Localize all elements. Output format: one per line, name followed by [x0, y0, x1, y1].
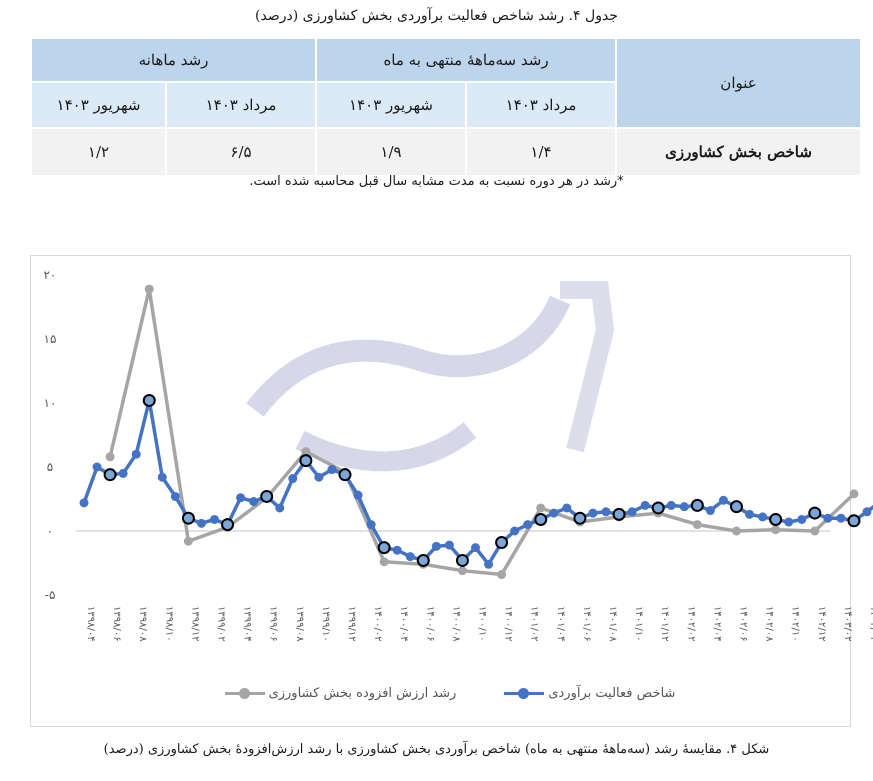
svg-text:۱۴۰۱/۱۰: ۱۴۰۱/۱۰ — [633, 606, 644, 642]
svg-text:۱۴۰۲/۰۴: ۱۴۰۲/۰۴ — [711, 606, 722, 642]
svg-text:۱۴۰۲/۱۰: ۱۴۰۲/۱۰ — [790, 606, 801, 642]
svg-text:۱۳۹۸/۰۶: ۱۳۹۸/۰۶ — [111, 606, 122, 642]
svg-text:۱۳۹۸/۱۰: ۱۳۹۸/۱۰ — [163, 606, 174, 642]
growth-table: عنوان رشد سه‌ماههٔ منتهی به ماه رشد ماها… — [29, 37, 863, 177]
header-group-monthly: رشد ماهانه — [29, 37, 318, 83]
figure-caption: شکل ۴. مقایسهٔ رشد (سه‌ماههٔ منتهی به ما… — [103, 742, 770, 757]
svg-text:۱۴۰۱/۰۸: ۱۴۰۱/۰۸ — [607, 606, 618, 642]
value-cell: ۱/۴ — [465, 127, 618, 177]
svg-text:۱۴۰۳/۰۴: ۱۴۰۳/۰۴ — [868, 606, 873, 642]
series-activity-index — [79, 393, 873, 569]
svg-text:۱۴۰۲/۰۶: ۱۴۰۲/۰۶ — [738, 606, 749, 642]
legend-label: رشد ارزش افزوده بخش کشاورزی — [268, 685, 457, 701]
y-axis: ۲۰ ۱۵ ۱۰ ۵ ۰ -۵ — [44, 268, 57, 602]
series-value-added — [105, 284, 859, 580]
svg-text:۱۴۰۳/۰۲: ۱۴۰۳/۰۲ — [842, 606, 853, 642]
value-cell: ۱/۲ — [29, 127, 168, 177]
watermark-logo — [246, 281, 615, 472]
svg-text:۱۴۰۲/۰۸: ۱۴۰۲/۰۸ — [764, 606, 775, 642]
value-cell: ۱/۹ — [315, 127, 468, 177]
svg-text:۱۴۰۰/۰۸: ۱۴۰۰/۰۸ — [450, 606, 461, 642]
legend-item-activity-index: شاخص فعالیت برآوردی — [504, 681, 675, 705]
svg-text:۵: ۵ — [47, 460, 53, 474]
svg-text:۱۴۰۰/۱۲: ۱۴۰۰/۱۲ — [503, 606, 514, 642]
svg-text:۱۴۰۰/۱۰: ۱۴۰۰/۱۰ — [477, 606, 488, 642]
svg-text:۲۰: ۲۰ — [44, 268, 57, 282]
svg-text:۱۴۰۱/۰۴: ۱۴۰۱/۰۴ — [555, 606, 566, 642]
svg-text:۱۳۹۹/۱۰: ۱۳۹۹/۱۰ — [320, 606, 331, 642]
subheader-cell: شهریور ۱۴۰۳ — [29, 81, 168, 129]
svg-text:۱۵: ۱۵ — [44, 332, 57, 346]
svg-text:۱۳۹۹/۰۸: ۱۳۹۹/۰۸ — [294, 606, 305, 642]
x-axis: ۱۳۹۸/۰۴ ۱۳۹۸/۰۶ ۱۳۹۸/۰۸ ۱۳۹۸/۱۰ ۱۳۹۸/۱۲ ۱۳۹۹/… — [85, 606, 873, 642]
value-cell: ۶/۵ — [165, 127, 318, 177]
svg-text:۰: ۰ — [47, 524, 53, 538]
svg-text:۱۴۰۰/۰۲: ۱۴۰۰/۰۲ — [372, 606, 383, 642]
subheader-cell: شهریور ۱۴۰۳ — [315, 81, 468, 129]
header-group-quarterly: رشد سه‌ماههٔ منتهی به ماه — [315, 37, 618, 83]
svg-text:۱۳۹۸/۰۸: ۱۳۹۸/۰۸ — [137, 606, 148, 642]
svg-text:۱۳۹۸/۱۲: ۱۳۹۸/۱۲ — [189, 606, 200, 642]
svg-text:۱۴۰۲/۰۲: ۱۴۰۲/۰۲ — [685, 606, 696, 642]
chart-legend: شاخص فعالیت برآوردی رشد ارزش افزوده بخش … — [215, 681, 685, 705]
table-row: شاخص بخش کشاورزی ۱/۴ ۱/۹ ۶/۵ ۱/۲ — [29, 127, 863, 177]
row-label: شاخص بخش کشاورزی — [615, 127, 863, 177]
header-title-cell: عنوان — [615, 37, 863, 129]
subheader-cell: مرداد ۱۴۰۳ — [165, 81, 318, 129]
svg-text:۱۴۰۱/۱۲: ۱۴۰۱/۱۲ — [659, 606, 670, 642]
svg-text:-۵: -۵ — [45, 588, 56, 602]
svg-text:۱۴۰۰/۰۴: ۱۴۰۰/۰۴ — [398, 606, 409, 642]
legend-item-value-added: رشد ارزش افزوده بخش کشاورزی — [224, 681, 457, 705]
legend-blue-line-icon — [504, 687, 545, 699]
svg-text:۱۴۰۰/۰۶: ۱۴۰۰/۰۶ — [424, 606, 435, 642]
svg-text:۱۰: ۱۰ — [44, 396, 57, 410]
legend-gray-line-icon — [224, 687, 265, 699]
svg-text:۱۳۹۹/۰۲: ۱۳۹۹/۰۲ — [216, 606, 227, 642]
svg-text:۱۳۹۹/۱۲: ۱۳۹۹/۱۲ — [346, 606, 357, 642]
svg-text:۱۴۰۲/۱۲: ۱۴۰۲/۱۲ — [816, 606, 827, 642]
table-footnote: *رشد در هر دوره نسبت به مدت مشابه سال قب… — [249, 174, 624, 189]
svg-text:۱۴۰۱/۰۶: ۱۴۰۱/۰۶ — [581, 606, 592, 642]
subheader-cell: مرداد ۱۴۰۳ — [465, 81, 618, 129]
svg-text:۱۴۰۱/۰۲: ۱۴۰۱/۰۲ — [529, 606, 540, 642]
svg-text:۱۳۹۹/۰۴: ۱۳۹۹/۰۴ — [242, 606, 253, 642]
legend-label: شاخص فعالیت برآوردی — [548, 685, 676, 701]
svg-text:۱۳۹۸/۰۴: ۱۳۹۸/۰۴ — [85, 606, 96, 642]
table-title: جدول ۴. رشد شاخص فعالیت برآوردی بخش کشاو… — [255, 8, 618, 24]
svg-text:۱۳۹۹/۰۶: ۱۳۹۹/۰۶ — [268, 606, 279, 642]
